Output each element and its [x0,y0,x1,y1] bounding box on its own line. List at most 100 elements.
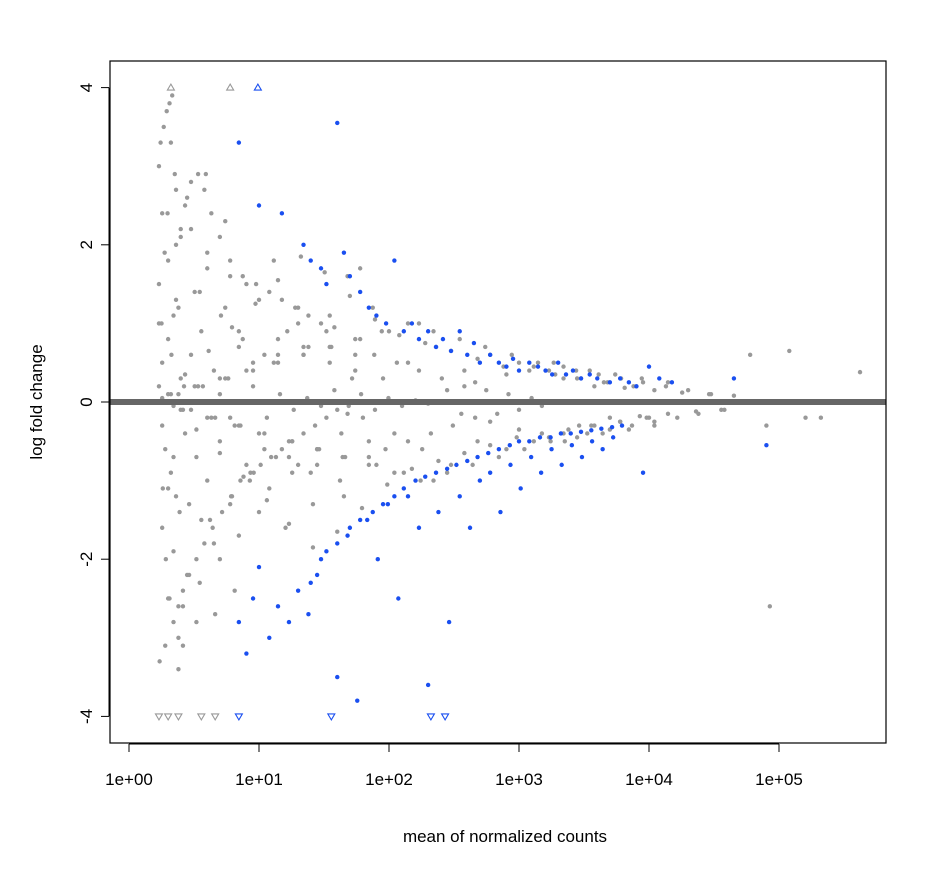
data-point-not-significant [176,604,181,609]
data-point-not-significant [248,470,253,475]
data-point-not-significant [639,376,644,381]
data-point-not-significant [186,572,192,578]
data-point-not-significant [428,431,434,436]
data-point-not-significant [232,588,237,593]
data-point-not-significant [747,352,753,358]
data-point-significant [365,517,370,523]
data-point-not-significant [306,344,311,350]
data-point-not-significant [332,325,337,330]
data-point-not-significant [275,352,281,358]
data-point-not-significant [472,380,478,385]
data-point-significant [244,651,249,656]
data-point-significant [454,462,459,468]
data-point-significant [413,478,418,483]
data-point-significant [324,549,329,554]
data-point-not-significant [289,439,295,444]
data-point-significant [279,211,285,216]
data-point-not-significant [626,427,632,432]
data-point-significant [595,376,600,381]
data-point-not-significant [561,364,566,369]
data-point-not-significant [696,411,701,416]
data-point-not-significant [665,411,671,416]
data-point-significant [549,446,554,452]
data-point-significant [496,446,502,452]
data-point-not-significant [194,427,199,432]
data-point-not-significant [256,431,262,436]
data-point-not-significant [366,462,372,468]
data-point-not-significant [357,266,363,271]
data-point-not-significant [462,384,467,389]
data-point-not-significant [283,525,288,530]
data-point-not-significant [416,368,422,373]
data-point-significant [646,364,652,369]
data-point-not-significant [197,580,202,585]
data-point-significant [587,372,592,377]
data-point-not-significant [268,454,274,460]
data-point-not-significant [316,446,322,452]
data-point-significant [496,360,502,365]
data-point-not-significant [652,388,657,393]
data-point-not-significant [223,219,228,224]
data-point-not-significant [180,604,186,609]
data-point-significant [347,274,353,279]
data-point-not-significant [173,187,179,192]
data-point-not-significant [372,407,378,413]
data-point-significant [423,474,428,479]
data-point-significant [600,446,605,452]
data-point-not-significant [247,478,253,483]
data-point-significant [416,336,422,342]
data-point-not-significant [217,450,223,456]
y-tick-label: 2 [77,240,96,249]
data-point-significant [401,329,407,334]
data-point-not-significant [212,612,218,617]
y-axis: -4 -2 0 2 4 [77,83,110,724]
data-point-significant [731,376,737,381]
data-point-significant [599,426,604,431]
data-point-not-significant [392,470,397,475]
data-point-not-significant [600,431,605,436]
data-point-not-significant [279,297,285,303]
data-point-significant [657,376,662,381]
data-point-not-significant [787,348,792,354]
data-point-significant [385,501,391,507]
data-point-not-significant [219,509,225,515]
data-point-significant [335,674,340,680]
data-point-not-significant [298,254,304,259]
data-point-not-significant [267,289,272,295]
data-point-not-significant [386,329,392,334]
data-point-not-significant [372,317,378,322]
data-point-significant [589,428,594,433]
data-point-not-significant [207,517,213,523]
data-point-not-significant [374,462,379,468]
data-point-not-significant [188,179,194,185]
data-point-not-significant [516,360,522,365]
data-point-not-significant [262,431,267,436]
data-point-significant [383,321,389,326]
data-point-not-significant [181,384,187,389]
data-point-not-significant [551,360,556,365]
data-point-significant [518,486,523,491]
data-point-not-significant [308,470,313,475]
data-point-not-significant [818,415,824,420]
data-point-not-significant [462,450,467,456]
data-point-not-significant [527,368,532,373]
data-point-not-significant [159,321,164,326]
data-point-not-significant [228,494,234,499]
capped-point-down [326,713,336,721]
data-point-not-significant [324,329,329,334]
data-point-not-significant [419,446,425,452]
data-point-not-significant [496,454,502,460]
data-point-not-significant [339,431,344,436]
data-point-not-significant [212,415,218,420]
data-point-significant [549,372,555,377]
data-point-not-significant [217,439,223,444]
data-point-not-significant [587,368,592,373]
data-point-significant [425,682,431,688]
data-point-not-significant [158,140,163,145]
data-point-not-significant [205,478,210,483]
data-point-significant [324,281,329,287]
data-point-not-significant [250,384,256,389]
data-point-not-significant [617,419,623,424]
data-point-significant [425,329,431,334]
data-point-significant [609,424,615,430]
